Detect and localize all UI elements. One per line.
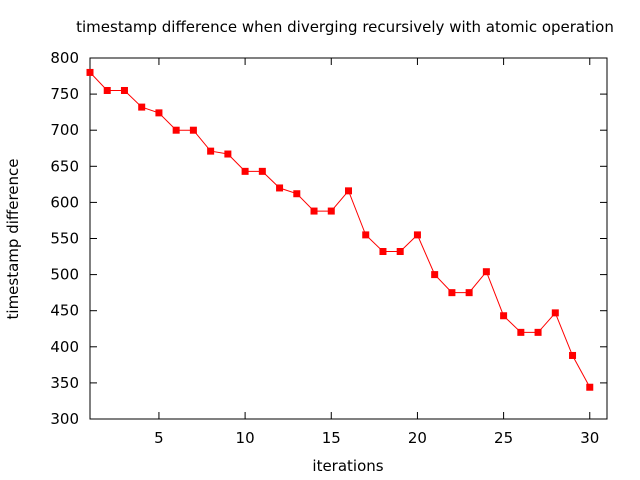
plot-frame — [89, 57, 608, 420]
data-point — [138, 103, 146, 111]
data-point — [120, 86, 128, 94]
data-point — [172, 126, 180, 134]
data-point — [103, 86, 111, 94]
y-tick-label: 400 — [50, 338, 79, 356]
data-point — [276, 184, 284, 192]
x-tick-label: 15 — [322, 429, 341, 447]
y-tick-label: 500 — [50, 266, 79, 284]
y-axis-label: timestamp difference — [4, 159, 22, 320]
y-tick-label: 700 — [50, 121, 79, 139]
data-point — [86, 68, 94, 76]
data-point — [207, 147, 215, 155]
data-point — [327, 207, 335, 215]
x-tick-label: 5 — [154, 429, 164, 447]
y-tick-label: 750 — [50, 85, 79, 103]
y-axis: 300 350 400 450 500 550 600 650 700 750 800 — [50, 49, 607, 428]
x-tick-label: 30 — [580, 429, 599, 447]
y-tick-label: 650 — [50, 157, 79, 175]
y-tick-label: 300 — [50, 410, 79, 428]
data-point — [482, 268, 490, 276]
data-point — [431, 271, 439, 279]
data-point — [362, 231, 370, 239]
x-axis: 5 10 15 20 25 30 — [154, 58, 599, 447]
y-tick-label: 350 — [50, 374, 79, 392]
data-point — [189, 126, 197, 134]
y-tick-label: 550 — [50, 230, 79, 248]
series-markers — [86, 68, 594, 391]
x-axis-label: iterations — [312, 457, 383, 475]
data-point — [258, 167, 266, 175]
data-point — [517, 328, 525, 336]
data-point — [500, 312, 508, 320]
data-point — [534, 328, 542, 336]
data-point — [155, 109, 163, 117]
series-line — [89, 72, 591, 388]
data-point — [569, 351, 577, 359]
y-tick-label: 450 — [50, 302, 79, 320]
data-point — [293, 190, 301, 198]
y-tick-label: 600 — [50, 193, 79, 211]
data-point — [379, 247, 387, 255]
x-tick-label: 25 — [494, 429, 513, 447]
x-tick-label: 20 — [408, 429, 427, 447]
data-point — [465, 289, 473, 297]
y-tick-label: 800 — [50, 49, 79, 67]
data-point — [345, 187, 352, 195]
data-point — [396, 247, 404, 255]
data-point — [586, 383, 594, 391]
data-point — [224, 150, 232, 158]
x-tick-label: 10 — [236, 429, 255, 447]
chart-title: timestamp difference when diverging recu… — [76, 18, 614, 36]
data-point — [241, 167, 249, 175]
data-point — [551, 309, 559, 317]
data-point — [413, 231, 421, 239]
data-point — [310, 207, 318, 215]
data-point — [448, 289, 456, 297]
